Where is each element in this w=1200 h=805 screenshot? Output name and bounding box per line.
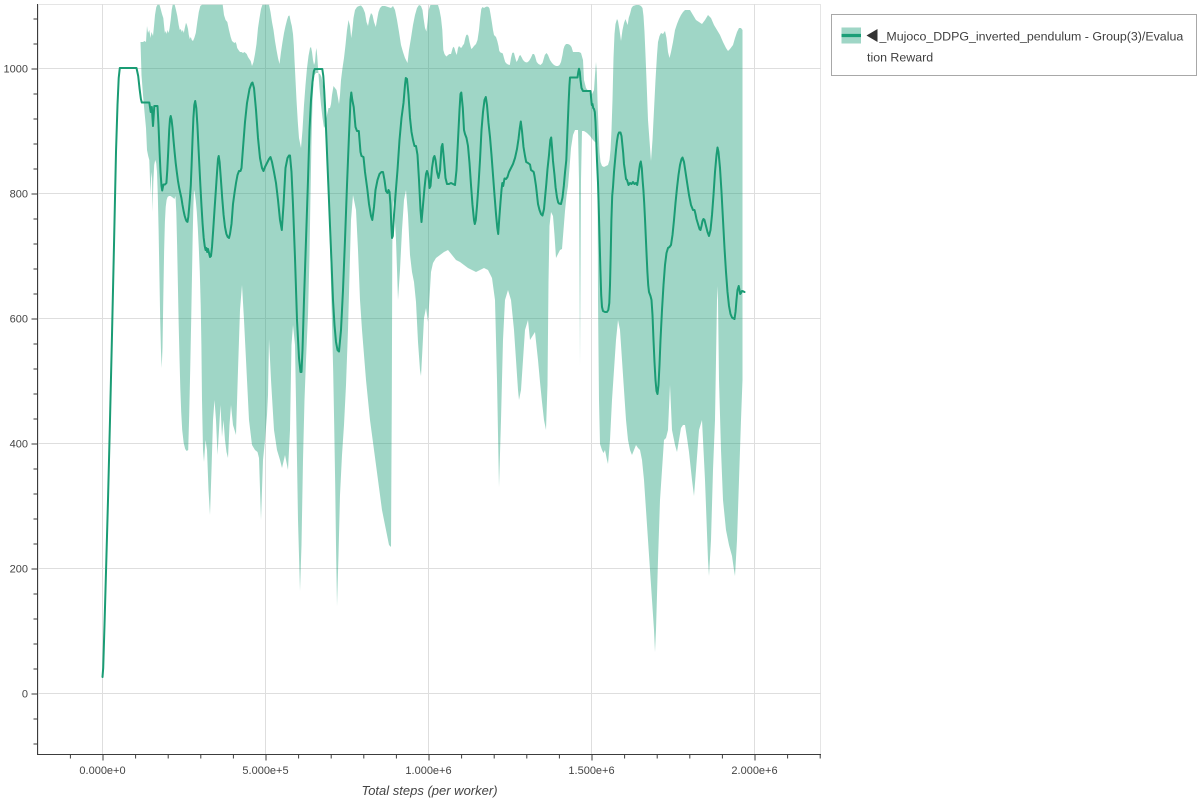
svg-text:tion Reward: tion Reward <box>867 50 933 64</box>
svg-text:_Mujoco_DDPG_inverted_pendulum: _Mujoco_DDPG_inverted_pendulum - Group(3… <box>879 29 1184 43</box>
svg-text:1000: 1000 <box>4 64 28 76</box>
svg-text:400: 400 <box>10 439 28 451</box>
svg-text:600: 600 <box>10 314 28 326</box>
svg-text:0: 0 <box>22 689 28 701</box>
svg-text:1.500e+6: 1.500e+6 <box>568 765 614 777</box>
svg-text:5.000e+5: 5.000e+5 <box>242 765 288 777</box>
svg-text:2.000e+6: 2.000e+6 <box>731 765 777 777</box>
svg-text:Total steps (per worker): Total steps (per worker) <box>361 783 497 798</box>
svg-text:800: 800 <box>10 189 28 201</box>
svg-text:200: 200 <box>10 564 28 576</box>
svg-text:1.000e+6: 1.000e+6 <box>405 765 451 777</box>
svg-text:0.000e+0: 0.000e+0 <box>79 765 125 777</box>
